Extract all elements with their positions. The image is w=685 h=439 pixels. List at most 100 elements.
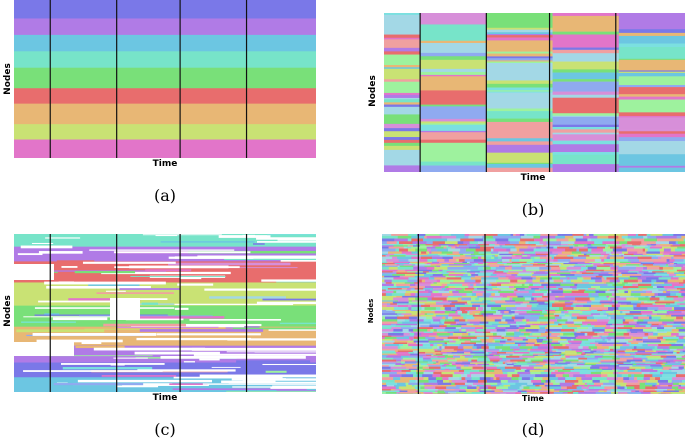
panel-d-cell [627,235,644,239]
panel-d-cell [645,366,652,370]
panel-d-cell [609,319,624,322]
panel-d-cell [517,295,524,298]
panel-d-cell [490,248,494,252]
panel-d-cell [549,295,556,298]
panel-d-cell [594,297,609,301]
panel-d-cell [620,234,629,237]
panel-b-stripe [420,123,487,126]
panel-c-streak [131,324,245,328]
panel-d-cell [560,361,566,363]
panel-d-cell [396,390,400,393]
panel-d-cell [637,303,653,305]
panel-d-cell [467,271,481,273]
panel-d-cell [526,261,531,264]
panel-d-cell [585,265,594,268]
panel-d-cell [484,245,500,247]
panel-d-cell [589,307,602,311]
panel-d-cell [513,351,530,354]
panel-d-cell [489,244,496,246]
panel-c-streak [257,241,316,243]
panel-d-cell [520,275,532,278]
panel-d-cell [421,256,433,260]
panel-d-cell [487,355,500,358]
panel-d-cell [502,361,514,363]
panel-c-streak [21,321,76,323]
panel-d-cell [461,325,472,328]
panel-d-cell [405,309,411,312]
panel-d-cell [473,286,485,289]
panel-d-cell [627,244,633,246]
panel-d-cell [415,272,427,275]
panel-d-cell [673,234,685,237]
panel-d-cell [451,309,458,312]
panel-d-cell [582,351,586,354]
panel-d-cell [385,289,397,291]
panel-d-cell [445,391,449,394]
panel-d-cell [659,335,674,337]
panel-d-cell [502,362,506,365]
panel-d-cell [661,391,672,394]
panel-d-cell [432,391,438,394]
panel-c-streak [89,249,235,251]
panel-d-cell [576,316,585,320]
panel-d-cell [521,256,531,260]
panel-b-stripe [486,111,554,119]
panel-d-cell [434,368,442,371]
panel-d-cell [640,389,656,391]
panel-d-cell [620,346,635,350]
panel-d-cell [630,293,641,297]
panel-d-cell [432,290,439,294]
panel-d-cell [595,363,611,366]
panel-d-cell [651,256,659,260]
panel-d-cell [463,371,471,375]
panel-d-cell [511,261,527,264]
panel-c-streak [53,383,144,386]
panel-d-cell [432,269,439,272]
panel-d-cell [402,329,409,332]
panel-d-cell [404,362,417,365]
panel-d-cell [641,261,654,264]
panel-b-stripe [552,49,620,54]
panel-d-cell [609,363,619,366]
panel-d-cell [428,340,440,343]
panel-d-cell [395,248,400,252]
panel-d-cell [586,256,600,260]
panel-d-cell [643,390,657,393]
panel-c-streak [169,383,208,385]
panel-d-cell [602,355,617,358]
panel-d-cell [626,264,640,266]
panel-b-stripe [552,53,620,62]
panel-d-cell [402,357,416,360]
panel-d-cell [531,293,544,297]
panel-d-cell [549,255,555,257]
panel-d-cell [508,235,522,239]
panel-d-cell [637,319,644,322]
panel-d-cell [559,335,568,337]
panel-d-cell [647,336,658,340]
panel-d-cell [609,295,615,298]
panel-d-cell [496,259,503,262]
panel-d-cell [598,390,604,393]
panel-b-stripe [384,125,421,129]
panel-d-cell [519,329,527,332]
panel-b-stripe [486,80,554,85]
panel-d-cell [407,248,416,252]
panel-d-cell [573,244,588,246]
panel-d-cell [486,368,501,371]
panel-d-cell [514,314,531,317]
panel-d-cell [556,272,571,275]
panel-d-cell [401,374,414,378]
panel-d-cell [567,325,581,328]
panel-b-stripe [486,56,554,59]
panel-d-cell [543,357,552,360]
panel-d-cell [574,323,583,326]
panel-d-cell [652,303,656,305]
panel-d-cell [646,342,659,345]
panel-d-cell [511,256,522,260]
panel-d-cell [438,269,443,272]
panel-d-cell [420,325,430,328]
panel-d-cell [441,251,445,254]
panel-c-streak [168,262,291,266]
panel-d-cell [628,340,644,343]
panel-d-cell [652,310,663,314]
